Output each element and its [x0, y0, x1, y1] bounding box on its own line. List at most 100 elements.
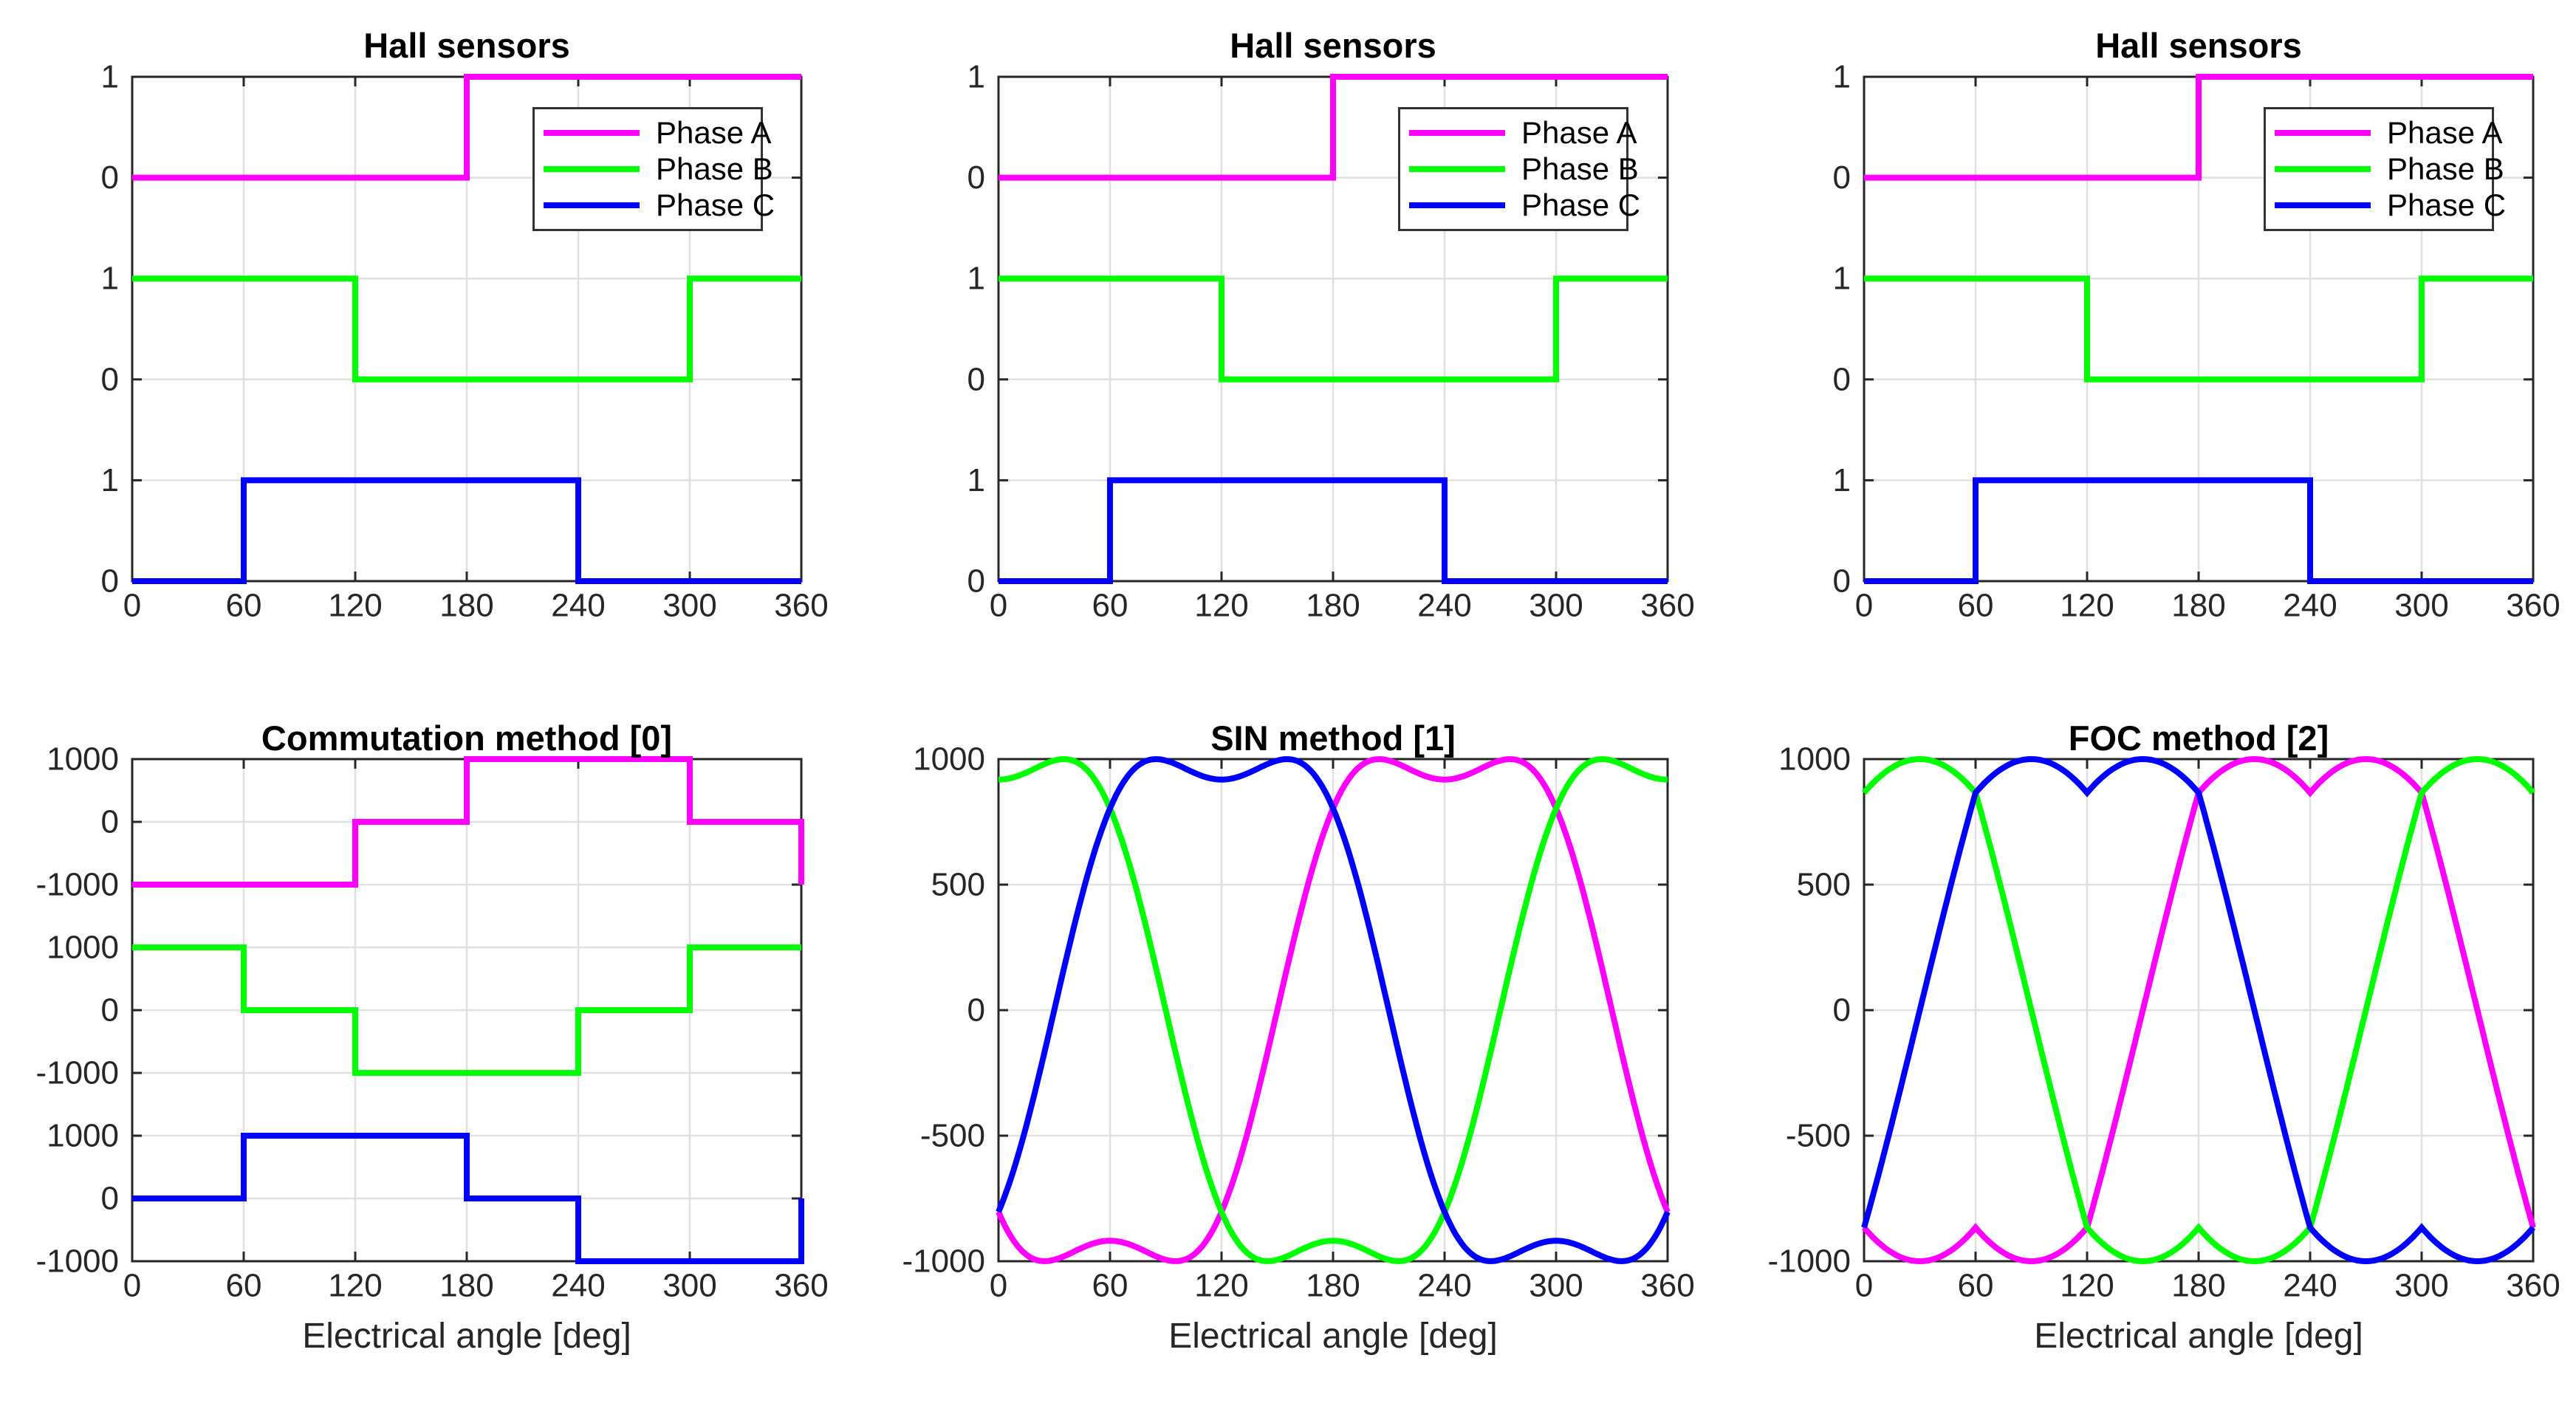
x-tick-label: 180	[2171, 1268, 2225, 1304]
legend: Phase A Phase B Phase C	[1398, 107, 1640, 231]
phase-c-line-swatch	[544, 202, 640, 208]
chart-title-foc: FOC method [2]	[2068, 718, 2329, 758]
chart-title-sin: SIN method [1]	[1210, 718, 1456, 758]
series-phase-c	[1864, 477, 2533, 584]
y-tick-label: -1000	[902, 1244, 985, 1280]
x-axis-label: Electrical angle [deg]	[302, 1317, 631, 1356]
y-tick-label: 0	[101, 361, 119, 397]
x-tick-label: 240	[2283, 1268, 2337, 1304]
phase-c-line-swatch	[1409, 202, 1505, 208]
y-tick-label: 0	[967, 159, 985, 196]
phase-b-line-swatch	[1409, 166, 1505, 172]
x-tick-label: 360	[1640, 1268, 1694, 1304]
legend: Phase A Phase B Phase C	[2264, 107, 2506, 231]
y-tick-label: -1000	[1767, 1244, 1851, 1280]
y-tick-label: 0	[967, 361, 985, 397]
x-tick-label: 60	[1958, 588, 1994, 624]
chart-title-hall-1: Hall sensors	[363, 26, 570, 65]
x-tick-label: 180	[1306, 588, 1360, 624]
legend-label: Phase C	[1521, 187, 1641, 222]
phase-b-line-swatch	[2275, 166, 2371, 172]
series-phase-c	[132, 477, 801, 584]
chart-3-commutation-method-0-: 0 60 120 180 240 300 36010000-100010000-100010…	[35, 741, 828, 1304]
legend-item-phase-b: Phase B	[2266, 151, 2504, 188]
series-phase-a	[1864, 74, 2533, 181]
phase-a-line-swatch	[544, 130, 640, 137]
x-tick-label: 120	[1194, 588, 1248, 624]
legend-item-phase-c: Phase C	[1400, 187, 1640, 223]
series-phase-b	[132, 275, 801, 383]
series-phase-c	[996, 756, 1671, 1264]
x-tick-label: 60	[226, 1268, 262, 1304]
x-tick-label: 360	[2506, 1268, 2560, 1304]
y-tick-label: 0	[1833, 361, 1851, 397]
legend-label: Phase B	[2387, 151, 2504, 186]
chart-5-foc-method-2-: 0 60 120 180 240 300 360 1000 500 0 -500 -1000	[1767, 741, 2560, 1304]
legend-label: Phase C	[2387, 187, 2507, 222]
y-tick-label: 1	[101, 261, 119, 297]
y-tick-label: 0	[101, 563, 119, 600]
x-tick-label: 60	[226, 588, 262, 624]
x-tick-label: 300	[662, 588, 716, 624]
y-tick-label: 1	[967, 59, 985, 95]
x-tick-label: 120	[2060, 588, 2114, 624]
legend-item-phase-c: Phase C	[535, 187, 775, 223]
x-tick-label: 180	[2171, 588, 2225, 624]
series-phase-c	[132, 1133, 804, 1264]
x-tick-label: 360	[774, 1268, 828, 1304]
x-axis-label: Electrical angle [deg]	[1168, 1317, 1498, 1356]
x-tick-label: 0	[990, 588, 1007, 624]
series-phase-c	[998, 477, 1668, 584]
legend-label: Phase C	[656, 187, 775, 222]
series-phase-b	[1864, 275, 2533, 383]
y-tick-label: 1	[967, 462, 985, 498]
series-phase-a	[998, 74, 1668, 181]
legend-label: Phase A	[1521, 115, 1637, 151]
y-tick-label: 1000	[913, 741, 985, 778]
y-tick-label: 1000	[47, 930, 119, 966]
x-axis-label: Electrical angle [deg]	[2034, 1317, 2363, 1356]
legend-item-phase-b: Phase B	[1400, 151, 1639, 188]
x-tick-label: 240	[1417, 1268, 1471, 1304]
chart-title-commutation: Commutation method [0]	[261, 718, 673, 758]
x-tick-label: 0	[990, 1268, 1007, 1304]
phase-a-line-swatch	[2275, 130, 2371, 137]
y-tick-label: 0	[101, 159, 119, 196]
y-tick-label: 500	[1797, 867, 1851, 903]
chart-1-hall-sensors: 0 60 120 180 240 300 360 1 0 1 0 1 0	[967, 59, 1695, 624]
y-tick-label: 1000	[1778, 741, 1851, 778]
phase-c-line-swatch	[2275, 202, 2371, 208]
y-tick-label: -1000	[35, 867, 119, 903]
x-tick-label: 0	[123, 588, 141, 624]
x-tick-label: 360	[774, 588, 828, 624]
series-phase-a	[132, 756, 804, 888]
phase-a-line-swatch	[1409, 130, 1505, 137]
legend-label: Phase A	[656, 115, 772, 151]
y-tick-label: 0	[967, 563, 985, 600]
y-tick-label: 1	[1833, 59, 1851, 95]
y-tick-label: 1	[101, 462, 119, 498]
y-tick-label: 1	[1833, 261, 1851, 297]
x-tick-label: 0	[1855, 1268, 1873, 1304]
x-tick-label: 0	[1855, 588, 1873, 624]
series-phase-c	[1861, 755, 2536, 1265]
x-tick-label: 60	[1092, 588, 1128, 624]
y-tick-label: 1000	[47, 741, 119, 778]
chart-0-hall-sensors: 0 60 120 180 240 300 360 1 0 1 0 1 0	[101, 59, 829, 624]
chart-2-hall-sensors: 0 60 120 180 240 300 360 1 0 1 0 1 0	[1833, 59, 2560, 624]
x-tick-label: 300	[1529, 588, 1583, 624]
series-phase-b	[998, 275, 1668, 383]
x-tick-label: 360	[2506, 588, 2560, 624]
chart-title-hall-3: Hall sensors	[2095, 26, 2302, 65]
x-tick-label: 240	[551, 588, 605, 624]
x-tick-label: 60	[1092, 1268, 1128, 1304]
y-tick-label: 0	[967, 992, 985, 1029]
legend-item-phase-a: Phase A	[2266, 115, 2502, 151]
legend-label: Phase B	[1521, 151, 1639, 186]
x-tick-label: 240	[551, 1268, 605, 1304]
y-tick-label: 1	[1833, 462, 1851, 498]
y-tick-label: -1000	[35, 1244, 119, 1280]
legend: Phase A Phase B Phase C	[532, 107, 775, 231]
phase-b-line-swatch	[544, 166, 640, 172]
